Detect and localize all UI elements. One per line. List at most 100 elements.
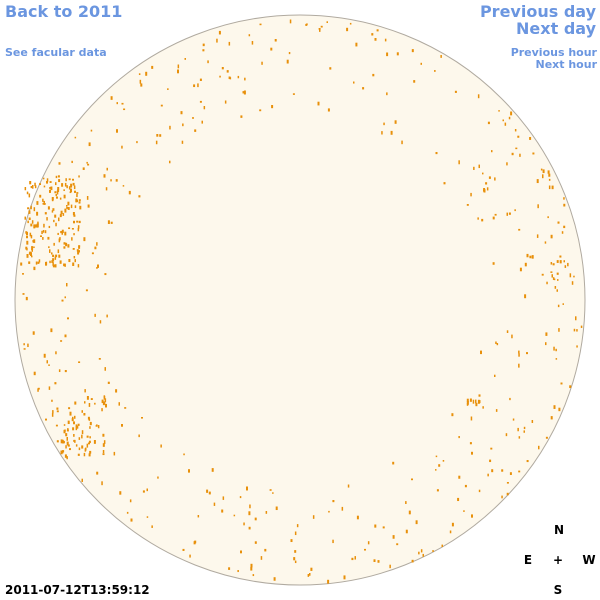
facula bbox=[70, 188, 72, 193]
facula bbox=[26, 254, 29, 258]
facula bbox=[68, 227, 71, 230]
facula bbox=[181, 140, 184, 144]
facula bbox=[86, 435, 89, 438]
facula bbox=[63, 429, 66, 434]
facula bbox=[202, 49, 205, 52]
facula bbox=[469, 442, 472, 445]
facula bbox=[22, 273, 24, 275]
facula bbox=[139, 79, 142, 84]
facula bbox=[518, 470, 521, 473]
facula bbox=[49, 189, 51, 193]
facula bbox=[556, 260, 559, 263]
facula bbox=[74, 415, 76, 419]
facula bbox=[394, 120, 397, 124]
facula bbox=[39, 194, 42, 198]
facula bbox=[88, 442, 90, 445]
facula bbox=[538, 445, 540, 450]
facula bbox=[78, 199, 81, 202]
facula bbox=[55, 175, 58, 179]
previous-hour-link[interactable]: Previous hour bbox=[511, 46, 598, 59]
facula bbox=[432, 550, 434, 552]
previous-day-link[interactable]: Previous day bbox=[480, 2, 597, 21]
facula bbox=[31, 220, 34, 224]
facula bbox=[332, 500, 335, 503]
facula bbox=[110, 221, 113, 224]
facula bbox=[94, 246, 97, 250]
facula bbox=[69, 448, 71, 451]
facula bbox=[30, 252, 32, 256]
facula bbox=[45, 418, 47, 421]
facula bbox=[222, 496, 225, 500]
facula bbox=[541, 273, 544, 276]
facula bbox=[569, 385, 572, 389]
facula bbox=[57, 249, 60, 254]
facula bbox=[77, 423, 80, 426]
facula bbox=[537, 204, 539, 209]
facula bbox=[244, 77, 246, 81]
facula bbox=[110, 179, 112, 182]
facula bbox=[326, 21, 328, 24]
facula bbox=[531, 255, 534, 259]
facula bbox=[101, 481, 103, 486]
facula bbox=[495, 341, 497, 344]
facula bbox=[35, 261, 38, 265]
facula bbox=[62, 450, 65, 453]
facula bbox=[544, 241, 547, 244]
facula bbox=[83, 413, 86, 416]
facula bbox=[72, 178, 74, 181]
facula bbox=[41, 230, 43, 235]
facular-link[interactable]: See facular data bbox=[5, 46, 107, 59]
facula bbox=[443, 182, 446, 185]
next-hour-link[interactable]: Next hour bbox=[536, 58, 598, 71]
facula bbox=[559, 260, 562, 264]
facula bbox=[81, 430, 84, 435]
facula bbox=[51, 197, 54, 202]
facula bbox=[518, 353, 520, 357]
back-link[interactable]: Back to 2011 bbox=[5, 2, 122, 21]
facula bbox=[24, 187, 27, 191]
facula bbox=[66, 437, 68, 441]
facula bbox=[26, 191, 29, 195]
facula bbox=[66, 441, 69, 446]
facula bbox=[548, 178, 551, 181]
facula bbox=[95, 425, 98, 427]
facula bbox=[219, 75, 221, 78]
facula bbox=[99, 320, 102, 324]
facula bbox=[46, 178, 49, 182]
facula bbox=[62, 213, 65, 216]
facula bbox=[62, 439, 64, 444]
facula bbox=[523, 430, 525, 433]
facula bbox=[74, 401, 77, 405]
facula bbox=[75, 426, 78, 431]
facula bbox=[66, 207, 69, 209]
facula bbox=[327, 108, 330, 112]
facula bbox=[60, 210, 63, 214]
facula bbox=[275, 506, 278, 511]
facula bbox=[64, 263, 66, 267]
facula bbox=[89, 450, 92, 454]
compass-north: N bbox=[554, 523, 564, 537]
facula bbox=[23, 348, 26, 350]
facula bbox=[42, 202, 44, 205]
facula bbox=[381, 131, 383, 135]
facula bbox=[103, 174, 106, 178]
facula bbox=[183, 453, 185, 456]
facula bbox=[33, 246, 35, 249]
facula bbox=[177, 64, 180, 69]
facula bbox=[29, 232, 32, 237]
facula bbox=[101, 408, 103, 412]
facula bbox=[67, 207, 70, 210]
facula bbox=[60, 231, 63, 234]
facula bbox=[519, 267, 522, 272]
facula bbox=[27, 207, 30, 210]
facula bbox=[66, 456, 68, 460]
facula bbox=[194, 129, 197, 132]
facula bbox=[107, 220, 110, 224]
facula bbox=[26, 248, 28, 251]
facula bbox=[517, 135, 520, 138]
facula bbox=[367, 541, 370, 545]
facula bbox=[228, 41, 231, 46]
facula bbox=[104, 367, 106, 371]
next-day-link[interactable]: Next day bbox=[516, 19, 597, 38]
